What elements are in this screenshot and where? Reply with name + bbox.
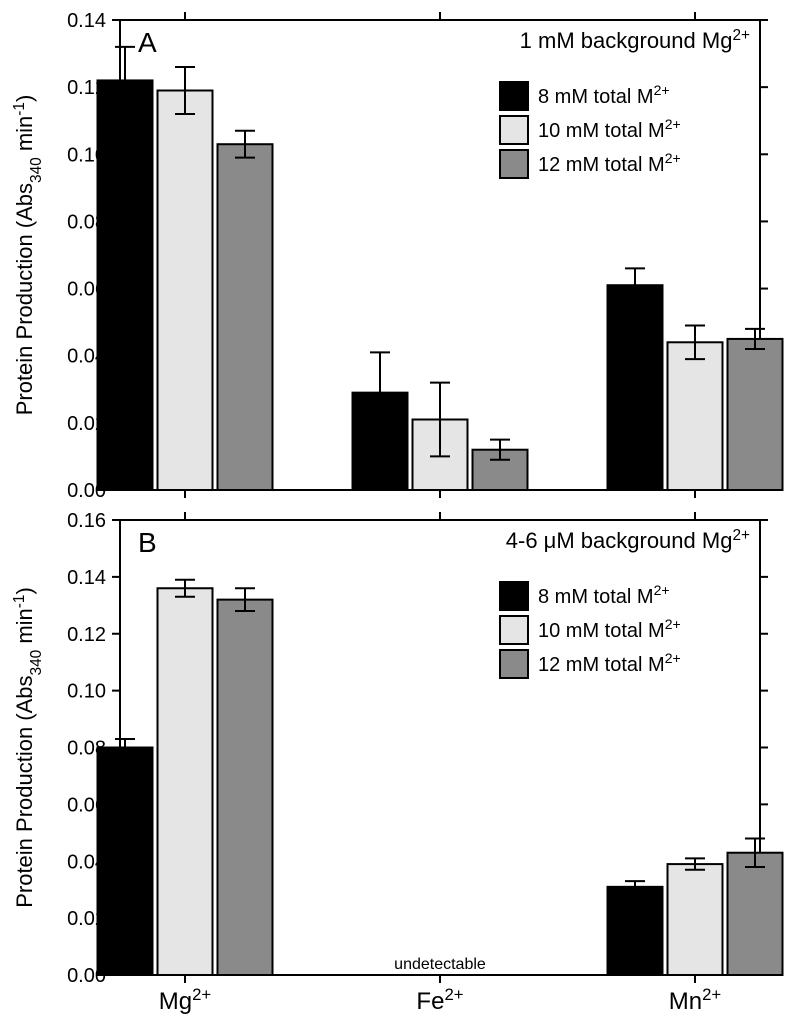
bar (728, 853, 783, 975)
legend-label: 8 mM total M2+ (538, 582, 670, 608)
legend-swatch (500, 150, 528, 178)
y-axis-label: Protein Production (Abs340 min-1) (11, 95, 45, 416)
legend-label: 8 mM total M2+ (538, 82, 670, 108)
bar (158, 588, 213, 975)
legend-label: 12 mM total M2+ (538, 150, 681, 176)
legend-label: 10 mM total M2+ (538, 616, 681, 642)
panel-subtitle: 1 mM background Mg2+ (520, 27, 750, 54)
undetectable-note: undetectable (394, 956, 486, 973)
panel-subtitle: 4-6 μM background Mg2+ (506, 527, 750, 554)
svg-text:0.12: 0.12 (67, 624, 106, 646)
bar (98, 80, 153, 490)
bar (608, 887, 663, 975)
panel-label: A (138, 27, 157, 58)
bar (218, 600, 273, 975)
legend-swatch (500, 616, 528, 644)
legend-label: 12 mM total M2+ (538, 650, 681, 676)
x-category-label: Fe2+ (416, 985, 463, 1016)
bar (98, 748, 153, 976)
bar (668, 342, 723, 490)
svg-text:0.14: 0.14 (67, 567, 106, 589)
svg-text:0.16: 0.16 (67, 510, 106, 532)
bar (218, 144, 273, 490)
legend-swatch (500, 116, 528, 144)
legend-label: 10 mM total M2+ (538, 116, 681, 142)
bar (668, 864, 723, 975)
figure-svg: 0.000.020.040.060.080.100.120.14Protein … (0, 0, 793, 1034)
panel-label: B (138, 527, 157, 558)
x-category-label: Mn2+ (669, 985, 721, 1016)
bar (158, 91, 213, 491)
legend-swatch (500, 82, 528, 110)
x-category-label: Mg2+ (159, 985, 211, 1016)
figure-container: 0.000.020.040.060.080.100.120.14Protein … (0, 0, 793, 1034)
legend-swatch (500, 650, 528, 678)
svg-text:0.14: 0.14 (67, 10, 106, 32)
bar (728, 339, 783, 490)
y-axis-label: Protein Production (Abs340 min-1) (11, 587, 45, 908)
legend-swatch (500, 582, 528, 610)
bar (608, 285, 663, 490)
svg-text:0.10: 0.10 (67, 681, 106, 703)
